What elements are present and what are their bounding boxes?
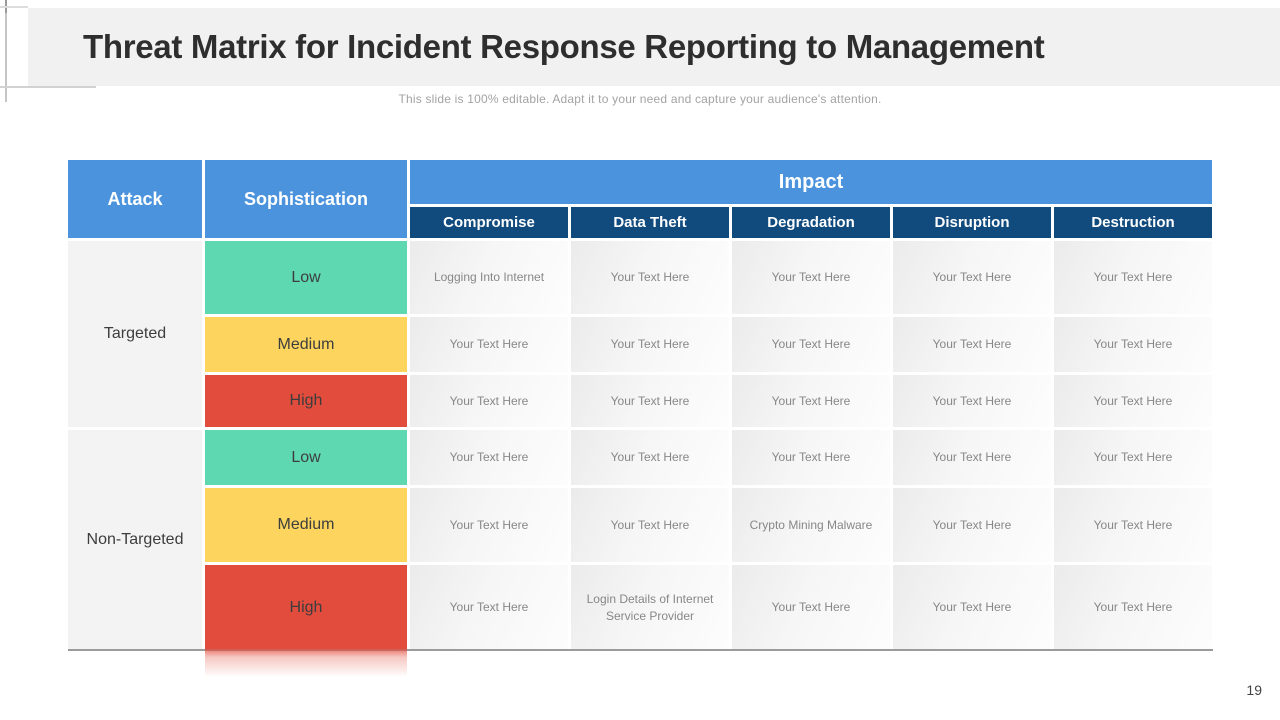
matrix-cell: Your Text Here (1054, 488, 1212, 562)
matrix-cell: Your Text Here (1054, 375, 1212, 427)
matrix-cell: Your Text Here (410, 488, 568, 562)
matrix-cell: Your Text Here (410, 375, 568, 427)
matrix-cell: Your Text Here (732, 241, 890, 314)
matrix-cell: Login Details of Internet Service Provid… (571, 565, 729, 650)
matrix-cell: Your Text Here (571, 488, 729, 562)
table-bottom-line (68, 649, 1213, 651)
matrix-cell: Your Text Here (732, 375, 890, 427)
corner-mark-horizontal-line-bottom (0, 86, 96, 88)
level-cell-high: High (205, 375, 407, 427)
matrix-cell: Logging Into Internet (410, 241, 568, 314)
group-label-targeted: Targeted (68, 241, 202, 427)
matrix-cell: Your Text Here (732, 317, 890, 372)
level-cell-low: Low (205, 430, 407, 485)
matrix-cell: Your Text Here (571, 375, 729, 427)
header-disruption: Disruption (893, 207, 1051, 238)
slide-title: Threat Matrix for Incident Response Repo… (83, 28, 1045, 65)
matrix-cell: Your Text Here (571, 241, 729, 314)
page-number: 19 (1246, 682, 1262, 698)
matrix-cell: Crypto Mining Malware (732, 488, 890, 562)
matrix-cell: Your Text Here (571, 430, 729, 485)
group-label-non-targeted: Non-Targeted (68, 430, 202, 650)
matrix-cell: Your Text Here (1054, 565, 1212, 650)
matrix-cell: Your Text Here (410, 317, 568, 372)
matrix-cell: Your Text Here (410, 430, 568, 485)
matrix-cell: Your Text Here (732, 430, 890, 485)
level-cell-high: High (205, 565, 407, 650)
matrix-cell: Your Text Here (893, 565, 1051, 650)
header-sophistication: Sophistication (205, 160, 407, 238)
title-band: Threat Matrix for Incident Response Repo… (28, 8, 1280, 86)
matrix-cell: Your Text Here (893, 317, 1051, 372)
matrix-cell: Your Text Here (571, 317, 729, 372)
matrix-cell: Your Text Here (410, 565, 568, 650)
corner-mark-vertical-line (5, 0, 7, 102)
header-destruction: Destruction (1054, 207, 1212, 238)
level-cell-low: Low (205, 241, 407, 314)
matrix-cell: Your Text Here (893, 430, 1051, 485)
matrix-cell: Your Text Here (1054, 241, 1212, 314)
level-cell-medium: Medium (205, 488, 407, 562)
header-data-theft: Data Theft (571, 207, 729, 238)
header-degradation: Degradation (732, 207, 890, 238)
matrix-cell: Your Text Here (893, 375, 1051, 427)
matrix-cell: Your Text Here (893, 241, 1051, 314)
matrix-cell: Your Text Here (732, 565, 890, 650)
slide-subtitle: This slide is 100% editable. Adapt it to… (398, 92, 882, 106)
matrix-cell: Your Text Here (893, 488, 1051, 562)
matrix-cell: Your Text Here (1054, 430, 1212, 485)
red-cell-reflection (205, 647, 407, 677)
threat-matrix-table: Attack Sophistication Impact Compromise … (68, 160, 1212, 650)
header-compromise: Compromise (410, 207, 568, 238)
corner-mark-horizontal-line-top (0, 6, 28, 8)
header-impact: Impact (410, 160, 1212, 204)
matrix-cell: Your Text Here (1054, 317, 1212, 372)
level-cell-medium: Medium (205, 317, 407, 372)
header-attack: Attack (68, 160, 202, 238)
